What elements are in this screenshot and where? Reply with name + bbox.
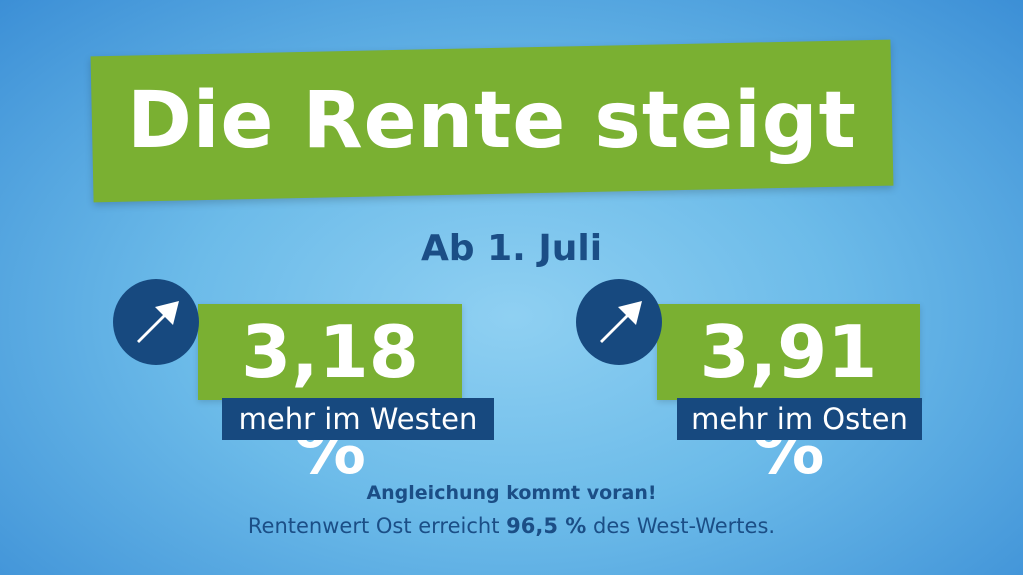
arrow	[137, 301, 179, 343]
footer-headline: Angleichung kommt voran!	[366, 482, 657, 504]
footer-text-after: des West-Wertes.	[593, 514, 776, 538]
percent-box: 3,91 %	[657, 304, 920, 490]
footer-highlight: 96,5 %	[506, 514, 587, 538]
date: Ab 1. Juli	[420, 228, 603, 269]
arrow	[600, 301, 642, 343]
footer-text: Rentenwert Ost erreicht 96,5 % des West-…	[0, 514, 1023, 538]
arrow-icon	[576, 279, 662, 365]
region-label: mehr im Westen	[222, 398, 494, 440]
title: Die Rente steigt	[127, 76, 857, 166]
footer-text-before: Rentenwert Ost erreicht	[247, 514, 500, 538]
arrow-icon	[113, 279, 199, 365]
percent-box: 3,18 %	[198, 304, 462, 490]
region-label: mehr im Osten	[677, 398, 922, 440]
